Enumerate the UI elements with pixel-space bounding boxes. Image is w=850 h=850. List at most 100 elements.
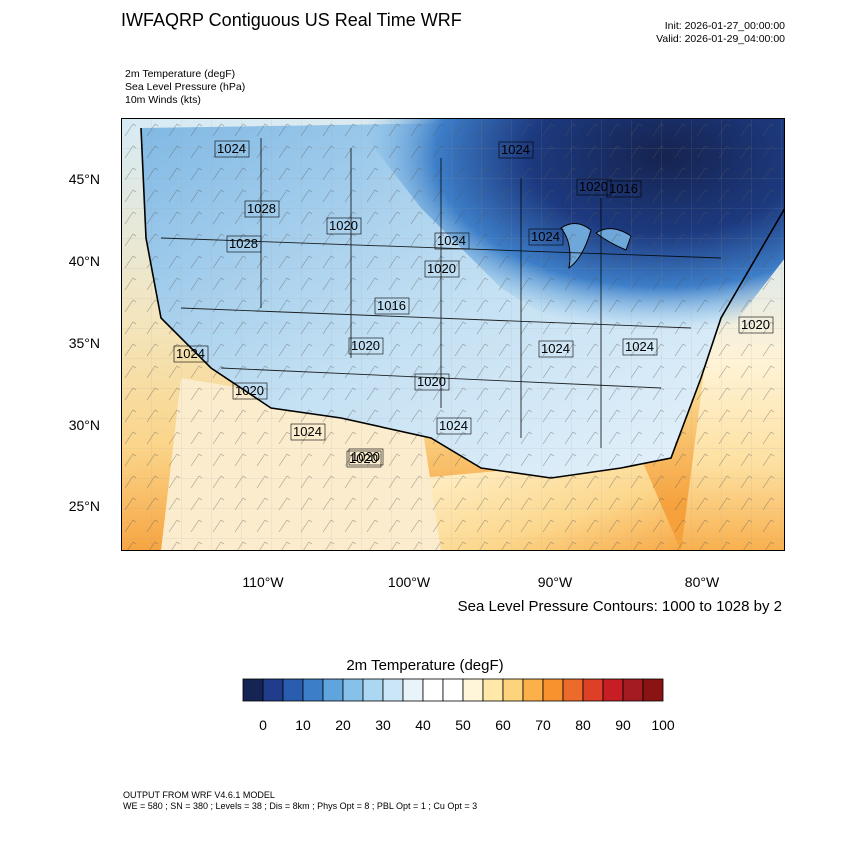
contour-label-box xyxy=(424,260,460,278)
colorbar-title: 2m Temperature (degF) xyxy=(346,657,504,674)
colorbar-swatch xyxy=(242,678,264,702)
contour-label: 1024 xyxy=(541,341,570,356)
colorbar-tick-label: 70 xyxy=(535,717,551,733)
contour-label: 1024 xyxy=(625,339,654,354)
contour-label-box xyxy=(244,200,280,218)
lon-label-100: 100°W xyxy=(387,574,431,590)
colorbar-swatch xyxy=(522,678,544,702)
contour-label: 1016 xyxy=(609,181,638,196)
colorbar-swatch xyxy=(382,678,404,702)
lat-label-45: 45°N xyxy=(68,171,100,187)
contour-label: 1024 xyxy=(531,229,560,244)
state-borders xyxy=(160,138,722,448)
contour-label: 1020 xyxy=(579,179,608,194)
colorbar-tick-label: 90 xyxy=(615,717,631,733)
contour-label: 1024 xyxy=(176,346,205,361)
colorbar-swatch xyxy=(542,678,564,702)
contour-label-box xyxy=(374,297,410,315)
colorbar-swatch xyxy=(482,678,504,702)
contour-label-box xyxy=(232,382,268,400)
field-label-winds: 10m Winds (kts) xyxy=(125,94,201,106)
contour-label-box xyxy=(173,345,209,363)
contour-label-box xyxy=(214,140,250,158)
colorbar xyxy=(242,678,664,702)
colorbar-swatch xyxy=(642,678,664,702)
colorbar-swatch xyxy=(322,678,344,702)
contour-label-box xyxy=(226,235,262,253)
lat-label-25: 25°N xyxy=(68,498,100,514)
colorbar-swatch xyxy=(562,678,584,702)
contour-label: 1020 xyxy=(349,451,378,466)
field-label-pressure: Sea Level Pressure (hPa) xyxy=(125,81,246,93)
lon-label-110: 110°W xyxy=(242,574,284,590)
map-border xyxy=(121,118,785,551)
colorbar-tick-label: 10 xyxy=(295,717,311,733)
colorbar-tick-label: 0 xyxy=(259,717,267,733)
contour-label-box xyxy=(606,180,642,198)
contour-label-box xyxy=(528,228,564,246)
lon-label-90: 90°W xyxy=(537,574,573,590)
contour-label: 1024 xyxy=(437,233,466,248)
contour-label: 1020 xyxy=(427,261,456,276)
coastline xyxy=(140,127,785,479)
colorbar-swatch xyxy=(302,678,324,702)
colorbar-tick-label: 100 xyxy=(651,717,675,733)
contour-label: 1028 xyxy=(247,201,276,216)
contour-label: 1020 xyxy=(351,338,380,353)
colorbar-tick-label: 30 xyxy=(375,717,391,733)
lat-label-35: 35°N xyxy=(68,335,100,351)
contour-label-box xyxy=(290,423,326,441)
colorbar-tick-label: 20 xyxy=(335,717,351,733)
colorbar-tick-label: 60 xyxy=(495,717,511,733)
contour-label-box xyxy=(622,338,658,356)
lat-label-40: 40°N xyxy=(68,253,100,269)
contour-label: 1020 xyxy=(235,383,264,398)
field-label-temperature: 2m Temperature (degF) xyxy=(125,68,236,80)
contour-label-box xyxy=(414,373,450,391)
colorbar-swatch xyxy=(462,678,484,702)
contour-label: 1020 xyxy=(351,449,380,464)
colorbar-swatch xyxy=(282,678,304,702)
contour-note: Sea Level Pressure Contours: 1000 to 102… xyxy=(457,598,782,615)
contour-label-box xyxy=(348,448,384,466)
colorbar-tick-label: 40 xyxy=(415,717,431,733)
contour-label: 1020 xyxy=(417,374,446,389)
footer-model: OUTPUT FROM WRF V4.6.1 MODEL xyxy=(123,790,275,800)
colorbar-swatch xyxy=(442,678,464,702)
lat-lon-grid xyxy=(121,118,785,551)
contour-label: 1020 xyxy=(741,317,770,332)
contour-label: 1016 xyxy=(377,298,406,313)
init-time: Init: 2026-01-27_00:00:00 xyxy=(664,20,785,32)
colorbar-swatch xyxy=(362,678,384,702)
contour-label-box xyxy=(434,232,470,250)
contour-label-box xyxy=(348,337,384,355)
chart-title: IWFAQRP Contiguous US Real Time WRF xyxy=(121,10,462,30)
colorbar-swatch xyxy=(622,678,644,702)
footer-config: WE = 580 ; SN = 380 ; Levels = 38 ; Dis … xyxy=(123,801,478,811)
colorbar-swatch xyxy=(582,678,604,702)
contour-label-box xyxy=(436,417,472,435)
colorbar-tick-label: 50 xyxy=(455,717,471,733)
contour-label-box xyxy=(538,340,574,358)
lon-label-80: 80°W xyxy=(684,574,720,590)
contour-label-box xyxy=(498,141,534,159)
contour-label-box xyxy=(346,450,382,468)
colorbar-swatch xyxy=(502,678,524,702)
contour-label: 1024 xyxy=(293,424,322,439)
contour-label-box xyxy=(576,178,612,196)
colorbar-swatch xyxy=(262,678,284,702)
colorbar-swatch xyxy=(422,678,444,702)
contour-label: 1024 xyxy=(217,141,246,156)
lat-label-30: 30°N xyxy=(68,417,100,433)
colorbar-tick-label: 80 xyxy=(575,717,591,733)
contour-label-box xyxy=(738,316,774,334)
contour-label: 1024 xyxy=(501,142,530,157)
colorbar-swatch xyxy=(402,678,424,702)
contour-label: 1028 xyxy=(229,236,258,251)
contour-label: 1020 xyxy=(329,218,358,233)
valid-time: Valid: 2026-01-29_04:00:00 xyxy=(656,33,785,45)
contour-label: 1024 xyxy=(439,418,468,433)
colorbar-swatch xyxy=(342,678,364,702)
